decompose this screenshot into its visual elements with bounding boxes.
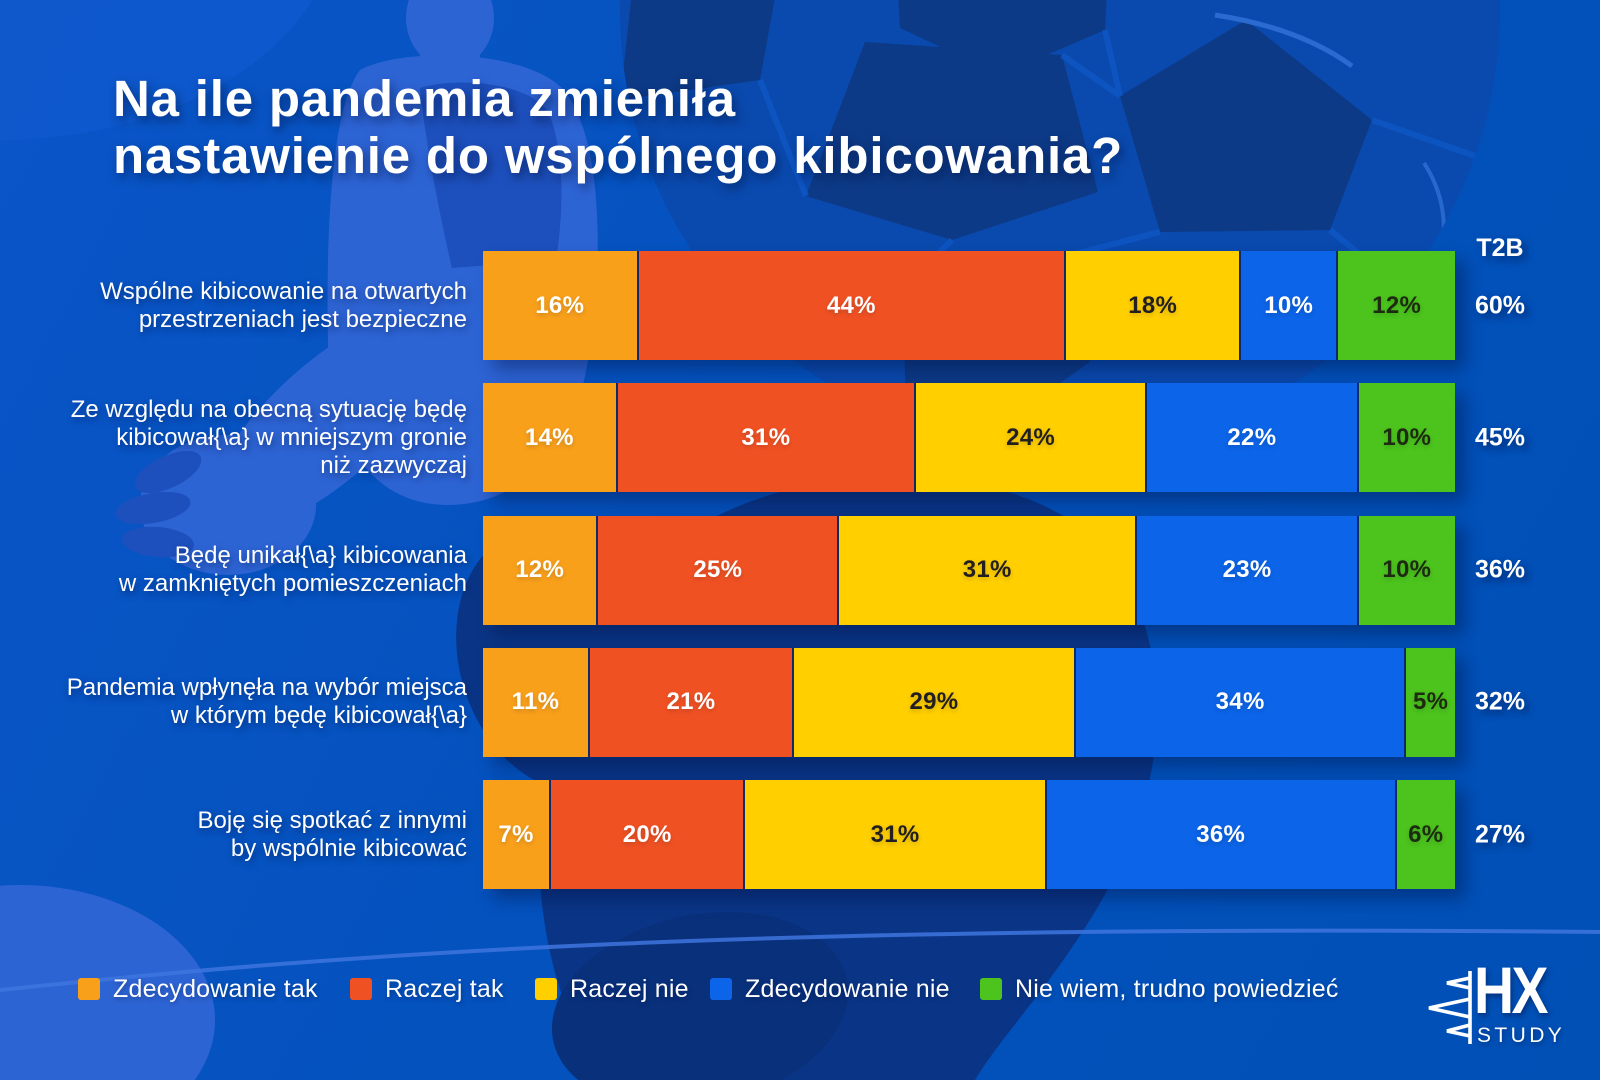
legend-swatch	[78, 978, 100, 1000]
segment-value-label: 34%	[1215, 688, 1265, 716]
segment-value-label: 10%	[1382, 556, 1432, 584]
bar-segment: 21%	[589, 647, 795, 757]
bar-segment: 24%	[916, 383, 1148, 493]
bar-segment: 10%	[1241, 251, 1339, 360]
legend-item: Raczej nie	[535, 974, 689, 1004]
light-sweep-top-left	[0, 0, 313, 140]
starburst-icon	[1428, 971, 1472, 1044]
legend-item: Zdecydowanie tak	[78, 974, 318, 1004]
t2b-value: 45%	[1474, 423, 1526, 452]
stacked-bar: 7% 20% 31% 36% 6%	[483, 780, 1455, 890]
segment-value-label: 18%	[1128, 291, 1178, 319]
t2b-value: 60%	[1474, 291, 1526, 319]
segment-value-label: 12%	[1372, 291, 1422, 319]
chart-row: Ze względu na obecną sytuację będę kibic…	[0, 383, 1600, 493]
segment-value-label: 44%	[826, 291, 876, 319]
fan-silhouette	[115, 0, 598, 575]
stacked-bar: 11% 21% 29% 34% 5%	[483, 647, 1455, 757]
t2b-value: 32%	[1474, 687, 1526, 716]
stacked-bar: 16% 44% 18% 10% 12%	[483, 251, 1455, 360]
legend-label: Raczej nie	[570, 974, 689, 1003]
bar-segment: 31%	[745, 780, 1047, 890]
row-label: Pandemia wpłynęła na wybór miejsca w któ…	[66, 674, 467, 730]
segment-value-label: 6%	[1408, 820, 1444, 848]
chart-row: Pandemia wpłynęła na wybór miejsca w któ…	[0, 647, 1600, 757]
segment-value-label: 31%	[962, 556, 1012, 584]
chart-row: Będę unikał{\a} kibicowania w zamkniętyc…	[0, 515, 1600, 625]
legend-label: Zdecydowanie tak	[113, 974, 318, 1003]
row-label: Wspólne kibicowanie na otwartych przestr…	[100, 277, 467, 333]
legend-label: Nie wiem, trudno powiedzieć	[1015, 974, 1339, 1003]
legend-swatch	[350, 978, 372, 1000]
bar-segment: 34%	[1075, 647, 1407, 757]
legend-swatch	[980, 978, 1002, 1000]
segment-value-label: 25%	[693, 556, 743, 584]
bar-segment: 20%	[551, 780, 746, 890]
segment-value-label: 11%	[511, 688, 560, 716]
bar-segment: 44%	[638, 251, 1067, 360]
bar-segment: 29%	[794, 647, 1076, 757]
segment-value-label: 16%	[535, 291, 585, 319]
stacked-bar: 12% 25% 31% 23% 10%	[483, 515, 1455, 625]
segment-value-label: 36%	[1196, 820, 1246, 848]
row-label: Boję się spotkać z innymi by wspólnie ki…	[197, 806, 467, 862]
logo-text-study: STUDY	[1477, 1024, 1566, 1047]
segment-value-label: 29%	[909, 688, 959, 716]
row-label: Będę unikał{\a} kibicowania w zamkniętyc…	[118, 542, 467, 598]
segment-value-label: 12%	[515, 556, 565, 584]
page-title: Na ile pandemia zmieniła nastawienie do …	[113, 70, 1124, 184]
segment-value-label: 21%	[666, 688, 716, 716]
t2b-value: 36%	[1474, 555, 1526, 584]
bar-segment: 6%	[1396, 780, 1455, 890]
chart-row: Wspólne kibicowanie na otwartych przestr…	[0, 251, 1600, 360]
bar-segment: 10%	[1358, 383, 1455, 493]
legend-label: Raczej tak	[385, 974, 504, 1003]
chart-legend: Zdecydowanie tak Raczej tak Raczej nie Zdec…	[0, 974, 1600, 1004]
logo-text-hx: HX	[1474, 953, 1548, 1027]
bar-segment: 5%	[1406, 647, 1455, 757]
bottom-decor	[0, 885, 1600, 1080]
bar-segment: 31%	[839, 515, 1138, 625]
legend-item: Nie wiem, trudno powiedzieć	[980, 974, 1339, 1004]
legend-item: Zdecydowanie nie	[710, 974, 950, 1004]
bar-segment: 7%	[483, 780, 552, 890]
chart-row: Boję się spotkać z innymi by wspólnie ki…	[0, 780, 1600, 890]
bar-segment: 10%	[1358, 515, 1455, 625]
stacked-bar: 14% 31% 24% 22% 10%	[483, 383, 1455, 493]
segment-value-label: 22%	[1227, 423, 1277, 451]
row-label: Ze względu na obecną sytuację będę kibic…	[70, 395, 467, 479]
t2b-value: 27%	[1474, 820, 1526, 849]
legend-item: Raczej tak	[350, 974, 504, 1004]
segment-value-label: 14%	[524, 423, 574, 451]
segment-value-label: 20%	[622, 820, 672, 848]
t2b-column-header: T2B	[1476, 234, 1524, 262]
segment-value-label: 24%	[1006, 423, 1055, 451]
bar-segment: 22%	[1147, 383, 1359, 493]
legend-swatch	[710, 978, 732, 1000]
bar-segment: 12%	[483, 515, 599, 625]
bar-segment: 14%	[483, 383, 618, 493]
legend-swatch	[535, 978, 557, 1000]
segment-value-label: 10%	[1382, 423, 1432, 451]
segment-value-label: 10%	[1264, 291, 1314, 319]
segment-value-label: 23%	[1222, 556, 1272, 584]
legend-label: Zdecydowanie nie	[745, 974, 950, 1003]
bar-segment: 25%	[598, 515, 840, 625]
segment-value-label: 31%	[741, 423, 791, 451]
bar-segment: 12%	[1338, 251, 1455, 360]
bar-segment: 11%	[483, 647, 590, 757]
bar-segment: 31%	[617, 383, 917, 493]
segment-value-label: 7%	[498, 820, 534, 848]
segment-value-label: 5%	[1413, 688, 1449, 716]
bar-segment: 16%	[483, 251, 639, 360]
segment-value-label: 31%	[870, 820, 920, 848]
bar-segment: 18%	[1066, 251, 1242, 360]
bar-segment: 23%	[1137, 515, 1359, 625]
bar-segment: 36%	[1046, 780, 1397, 890]
hx-study-logo: HX STUDY	[1424, 953, 1574, 1058]
